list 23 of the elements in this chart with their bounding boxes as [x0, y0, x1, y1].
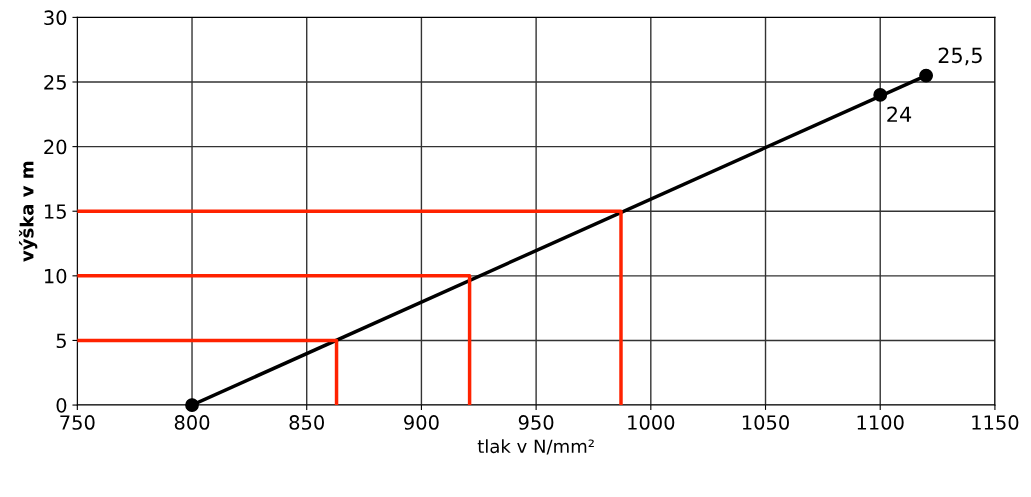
point	[185, 398, 199, 412]
data-label: 25,5	[938, 47, 982, 66]
x-tick-label: 1150	[972, 415, 1019, 430]
y-tick-label: 10	[45, 268, 67, 284]
x-tick-label: 850	[289, 415, 324, 430]
y-tick-label: 20	[44, 139, 67, 155]
x-tick-label: 900	[404, 415, 439, 430]
y-tick-label: 25	[44, 74, 66, 90]
x-axis-title: tlak v N/mm²	[477, 439, 594, 455]
x-tick-label: 750	[60, 415, 95, 430]
point	[873, 88, 888, 102]
data-label: 24	[887, 106, 912, 122]
x-tick-label: 800	[174, 415, 210, 430]
x-tick-label: 1000	[628, 415, 675, 430]
point	[919, 68, 934, 83]
y-tick-label: 0	[56, 398, 67, 413]
x-tick-label: 1050	[742, 415, 789, 430]
x-tick-label: 1100	[857, 415, 904, 430]
x-tick-label: 950	[518, 415, 554, 430]
y-tick-label: 15	[45, 204, 66, 219]
y-tick-label: 30	[44, 10, 67, 26]
y-axis-title: výška v m	[18, 161, 38, 262]
y-tick-label: 5	[56, 333, 66, 349]
